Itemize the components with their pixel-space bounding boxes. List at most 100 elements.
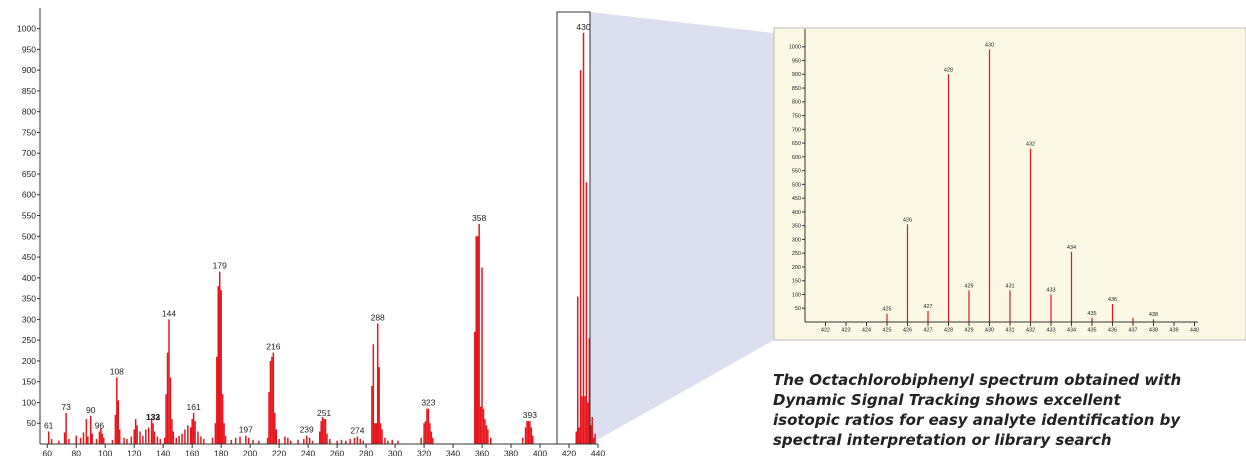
x-tick-label: 438 — [1149, 328, 1158, 334]
x-tick-label: 436 — [1108, 328, 1117, 334]
x-tick-label: 424 — [862, 328, 871, 334]
x-tick-label: 420 — [562, 449, 576, 456]
y-tick-label: 350 — [22, 294, 36, 304]
x-tick-label: 432 — [1026, 328, 1035, 334]
y-tick-label: 450 — [792, 196, 801, 202]
peak-label: 426 — [903, 217, 912, 223]
y-tick-label: 600 — [792, 155, 801, 161]
x-tick-label: 427 — [923, 328, 932, 334]
peak-label: 438 — [1149, 312, 1158, 318]
figure-caption: The Octachlorobiphenyl spectrum obtained… — [773, 370, 1246, 456]
y-tick-label: 750 — [22, 127, 36, 137]
peak-label: 216 — [266, 342, 280, 352]
x-tick-label: 423 — [841, 328, 850, 334]
x-tick-label: 260 — [330, 449, 344, 456]
y-tick-label: 250 — [22, 335, 36, 345]
y-tick-label: 550 — [22, 211, 36, 221]
peak-label: 197 — [239, 425, 253, 435]
peak-label: 96 — [95, 421, 105, 431]
y-tick-label: 900 — [792, 72, 801, 78]
y-tick-label: 950 — [22, 44, 36, 54]
y-tick-label: 500 — [792, 182, 801, 188]
peak-label: 425 — [882, 307, 891, 313]
y-tick-label: 700 — [22, 148, 36, 158]
x-tick-label: 220 — [272, 449, 286, 456]
y-tick-label: 850 — [22, 86, 36, 96]
x-tick-label: 400 — [533, 449, 547, 456]
y-tick-label: 800 — [22, 107, 36, 117]
peak-label: 427 — [923, 304, 932, 310]
x-tick-label: 428 — [944, 328, 953, 334]
x-tick-label: 300 — [388, 449, 402, 456]
x-tick-label: 240 — [301, 449, 315, 456]
peak-label: 251 — [317, 408, 331, 418]
x-tick-label: 360 — [475, 449, 489, 456]
peak-label: 288 — [371, 313, 385, 323]
peak-label: 432 — [1026, 142, 1035, 148]
peak-label: 434 — [1067, 245, 1076, 251]
peak-label: 132 — [146, 412, 160, 422]
peak-label: 358 — [472, 213, 486, 223]
x-tick-label: 422 — [821, 328, 830, 334]
x-tick-label: 433 — [1046, 328, 1055, 334]
y-tick-label: 400 — [22, 273, 36, 283]
y-tick-label: 1000 — [17, 24, 36, 34]
y-tick-label: 300 — [792, 237, 801, 243]
y-tick-label: 700 — [792, 127, 801, 133]
zoom-connector — [590, 12, 774, 444]
peak-label: 430 — [576, 22, 590, 32]
x-tick-label: 200 — [243, 449, 257, 456]
peak-label: 429 — [964, 283, 973, 289]
peak-label: 144 — [162, 308, 176, 318]
y-tick-label: 850 — [792, 86, 801, 92]
peak-label: 323 — [421, 398, 435, 408]
y-tick-label: 100 — [792, 292, 801, 298]
x-tick-label: 80 — [71, 449, 81, 456]
main-spectrum-chart: 50 100 150 200 250 300 350 400 450 500 550 600 650 70… — [17, 8, 605, 456]
x-tick-label: 380 — [504, 449, 518, 456]
x-tick-label: 140 — [156, 449, 170, 456]
y-tick-label: 350 — [792, 224, 801, 230]
y-tick-label: 50 — [795, 306, 801, 312]
peak-label: 428 — [944, 67, 953, 73]
inset-panel — [773, 27, 1246, 341]
y-tick-label: 1000 — [789, 45, 801, 51]
x-tick-label: 340 — [446, 449, 460, 456]
y-tick-label: 250 — [792, 251, 801, 257]
x-tick-label: 440 — [1190, 328, 1199, 334]
x-tick-label: 320 — [417, 449, 431, 456]
caption-line-4: spectral interpretation or library searc… — [773, 431, 1112, 449]
x-tick-label: 431 — [1005, 328, 1014, 334]
peak-label: 431 — [1005, 283, 1014, 289]
y-tick-label: 50 — [27, 418, 37, 428]
peak-label: 435 — [1087, 311, 1096, 317]
x-tick-label: 160 — [185, 449, 199, 456]
peak-label: 108 — [110, 367, 124, 377]
x-tick-label: 100 — [98, 449, 112, 456]
y-tick-label: 400 — [792, 210, 801, 216]
x-tick-label: 439 — [1169, 328, 1178, 334]
y-tick-label: 900 — [22, 65, 36, 75]
x-tick-label: 440 — [591, 449, 605, 456]
peak-label: 133 — [146, 412, 160, 422]
peak-label: 90 — [86, 405, 96, 415]
x-tick-label: 426 — [903, 328, 912, 334]
x-tick-label: 429 — [964, 328, 973, 334]
y-tick-label: 650 — [22, 169, 36, 179]
x-tick-label: 280 — [359, 449, 373, 456]
y-tick-label: 750 — [792, 113, 801, 119]
inset-spectrum-chart: 50 100 150 200 250 300 350 400 450 500 550 600 650 70… — [789, 29, 1199, 334]
y-tick-label: 600 — [22, 190, 36, 200]
peak-label: 179 — [213, 261, 227, 271]
peak-label: 436 — [1108, 297, 1117, 303]
y-tick-label: 800 — [792, 100, 801, 106]
y-tick-label: 300 — [22, 314, 36, 324]
zoom-region-box — [556, 11, 591, 445]
x-tick-label: 60 — [43, 449, 53, 456]
y-tick-label: 100 — [22, 397, 36, 407]
y-tick-label: 150 — [792, 279, 801, 285]
x-tick-label: 180 — [214, 449, 228, 456]
x-tick-label: 430 — [985, 328, 994, 334]
peak-label: 433 — [1046, 287, 1055, 293]
